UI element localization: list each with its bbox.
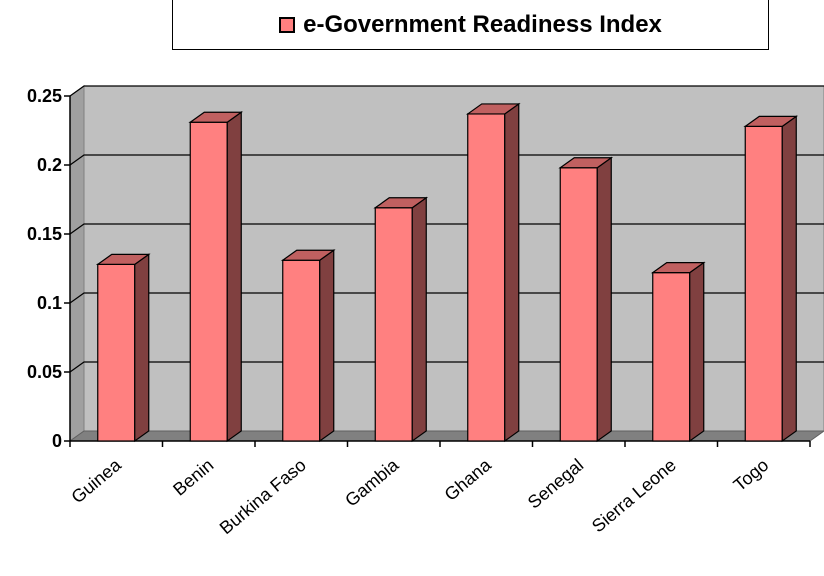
bar — [373, 196, 429, 443]
bar-top — [95, 253, 151, 265]
bar-front — [97, 263, 136, 442]
bar — [188, 111, 244, 443]
bar-front — [467, 113, 506, 442]
x-category-label: Burkina Faso — [216, 455, 310, 538]
bar — [743, 115, 799, 443]
bar — [558, 156, 614, 443]
bar-front — [189, 121, 228, 442]
bar-front — [652, 272, 691, 442]
bar-top — [558, 157, 614, 169]
x-category-label: Gambia — [341, 454, 403, 510]
bar-top — [465, 103, 521, 115]
bar-side — [319, 249, 335, 443]
bar-side — [689, 261, 705, 443]
x-category-label: Senegal — [524, 455, 587, 513]
bar-top — [280, 249, 336, 261]
side-wall — [69, 85, 85, 442]
bar-front — [744, 125, 783, 442]
gridline — [69, 85, 824, 97]
legend-label: e-Government Readiness Index — [303, 10, 662, 38]
bar-side — [504, 102, 520, 443]
x-category-label: Togo — [730, 455, 773, 495]
x-category-label: Benin — [169, 455, 217, 500]
bar — [650, 261, 706, 443]
y-tick-label: 0.25 — [27, 86, 62, 106]
bar — [280, 249, 336, 443]
bar-top — [650, 262, 706, 274]
legend-swatch — [279, 16, 296, 33]
bar-top — [188, 111, 244, 123]
bar-top — [743, 115, 799, 127]
y-tick-label: 0.1 — [37, 293, 62, 313]
y-tick-label: 0.2 — [37, 155, 62, 175]
bar-side — [411, 196, 427, 443]
y-tick-label: 0.05 — [27, 362, 62, 382]
legend: e-Government Readiness Index — [172, 0, 769, 50]
x-category-label: Sierra Leone — [588, 455, 680, 537]
bar-front — [374, 207, 413, 442]
bar — [465, 102, 521, 443]
bar-side — [134, 253, 150, 443]
x-category-label: Ghana — [441, 454, 496, 505]
bar-side — [596, 156, 612, 443]
bar — [95, 253, 151, 443]
floor — [68, 430, 824, 442]
y-tick-label: 0.15 — [27, 224, 62, 244]
bar-side — [226, 111, 242, 443]
gridline — [69, 154, 824, 166]
y-tick-label: 0 — [52, 431, 62, 451]
bar-front — [559, 167, 598, 442]
x-category-label: Guinea — [67, 454, 125, 507]
bar-side — [781, 115, 797, 443]
bar-top — [373, 197, 429, 209]
bar-front — [282, 259, 321, 442]
